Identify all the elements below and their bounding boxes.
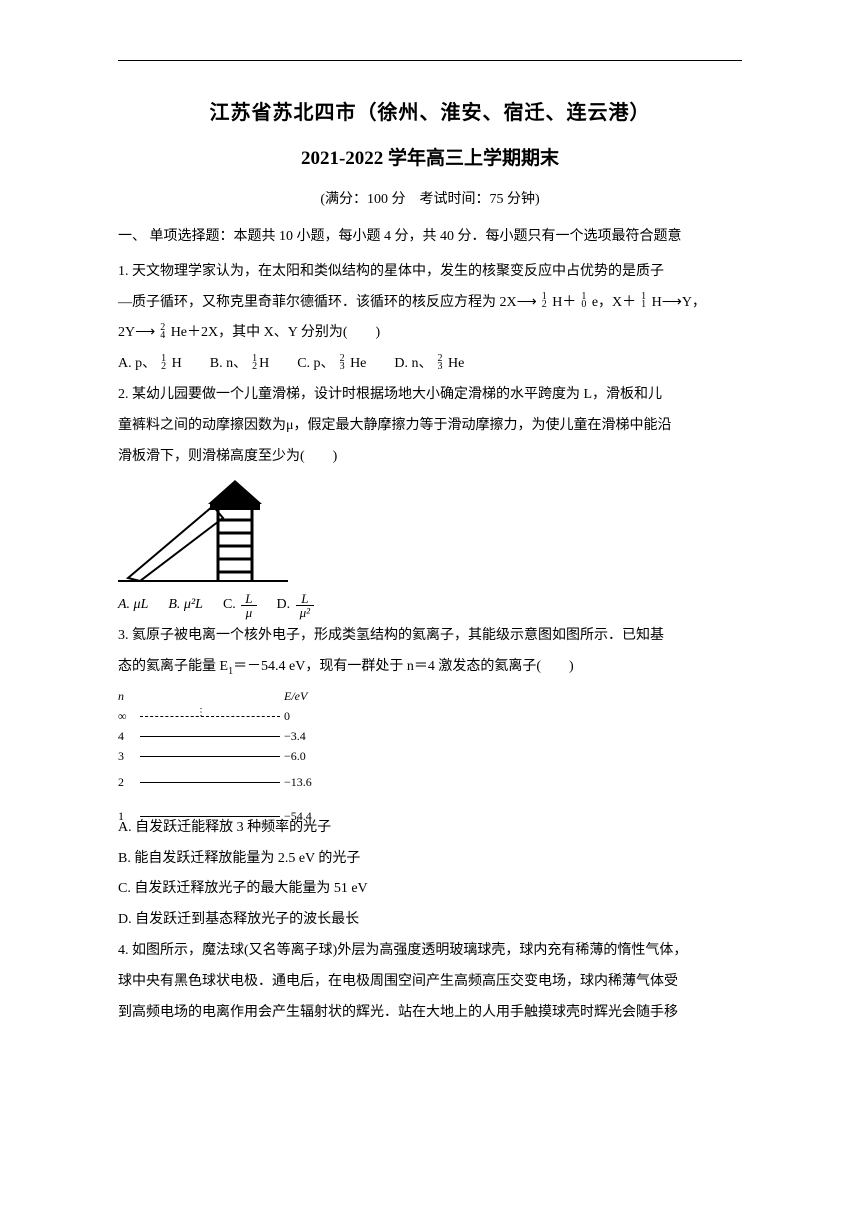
q3-option-d: D. 自发跃迁到基态释放光子的波长最长 [118,905,742,936]
header-rule [118,60,742,61]
fraction-d: Lμ² [296,592,314,619]
q1-option-c: C. p、32 He [297,349,366,380]
q2-options: A. μL B. μ²L C. Lμ D. Lμ² [118,590,742,621]
q2-option-a: A. μL [118,590,148,621]
energy-header-e: E/eV [284,689,307,707]
q1-line2c: e，X＋ [588,295,636,310]
q1-option-a: A. p、21 H [118,349,182,380]
q1-line1: 1. 天文物理学家认为，在太阳和类似结构的星体中，发生的核聚变反应中占优势的是质… [118,257,742,288]
q3-option-b: B. 能自发跃迁释放能量为 2.5 eV 的光子 [118,844,742,875]
q4-line3: 到高频电场的电离作用会产生辐射状的辉光．站在大地上的人用手触摸球壳时辉光会随手移 [118,998,742,1029]
q3-line2: 态的氦离子能量 E1＝－54.4 eV，现有一群处于 n＝4 激发态的氦离子( … [118,652,742,683]
q1-option-b: B. n、21H [210,349,269,380]
q2-line3: 滑板滑下，则滑梯高度至少为( ) [118,442,742,473]
q4-line1: 4. 如图所示，魔法球(又名等离子球)外层为高强度透明玻璃球壳，球内充有稀薄的惰… [118,936,742,967]
energy-level-3: 3 −6.0 [118,747,338,767]
q1-options: A. p、21 H B. n、21H C. p、32 He D. n、32 He [118,349,742,380]
q1-line2d: H⟶Y， [648,295,706,310]
q1-line3b: He＋2X，其中 X、Y 分别为( ) [167,325,380,340]
energy-dots-icon: ⋮ [196,711,206,715]
energy-level-2: 2 −13.6 [118,773,338,793]
energy-level-inf: ∞ 0 [118,707,338,727]
q3-line1: 3. 氦原子被电离一个核外电子，形成类氢结构的氦离子，其能级示意图如图所示．已知… [118,621,742,652]
q2-line2: 童裤料之间的动摩擦因数为μ，假定最大静摩擦力等于滑动摩擦力，为使儿童在滑梯中能沿 [118,411,742,442]
q2-option-c: C. Lμ [223,590,257,621]
energy-level-1: 1 −54.4 [118,807,338,827]
q2-option-d: D. Lμ² [277,590,315,621]
q1-line3: 2Y⟶42 He＋2X，其中 X、Y 分别为( ) [118,318,742,349]
exam-meta: (满分：100 分 考试时间：75 分钟) [118,188,742,208]
document-title-2: 2021-2022 学年高三上学期期末 [118,143,742,170]
q1-line2b: H＋ [549,295,577,310]
q1-line2: —质子循环，又称克里奇菲尔德循环．该循环的核反应方程为 2X⟶21 H＋01 e… [118,288,742,319]
document-title-1: 江苏省苏北四市（徐州、淮安、宿迁、连云港） [118,96,742,125]
energy-level-diagram: n E/eV ⋮ ∞ 0 4 −3.4 3 −6.0 2 −13.6 1 −54… [118,689,338,809]
energy-header-n: n [118,689,136,707]
slide-diagram [118,478,288,588]
q4-line2: 球中央有黑色球状电极．通电后，在电极周围空间产生高频高压交变电场，球内稀薄气体受 [118,967,742,998]
q1-line2a: —质子循环，又称克里奇菲尔德循环．该循环的核反应方程为 2X⟶ [118,295,537,310]
q1-line3a: 2Y⟶ [118,325,155,340]
fraction-c: Lμ [241,592,256,619]
q3-option-c: C. 自发跃迁释放光子的最大能量为 51 eV [118,874,742,905]
energy-level-4: 4 −3.4 [118,727,338,747]
q1-option-d: D. n、32 He [394,349,464,380]
section-1-heading: 一、 单项选择题：本题共 10 小题，每小题 4 分，共 40 分．每小题只有一… [118,222,742,253]
q2-line1: 2. 某幼儿园要做一个儿童滑梯，设计时根据场地大小确定滑梯的水平跨度为 L，滑板… [118,380,742,411]
q2-option-b: B. μ²L [168,590,203,621]
